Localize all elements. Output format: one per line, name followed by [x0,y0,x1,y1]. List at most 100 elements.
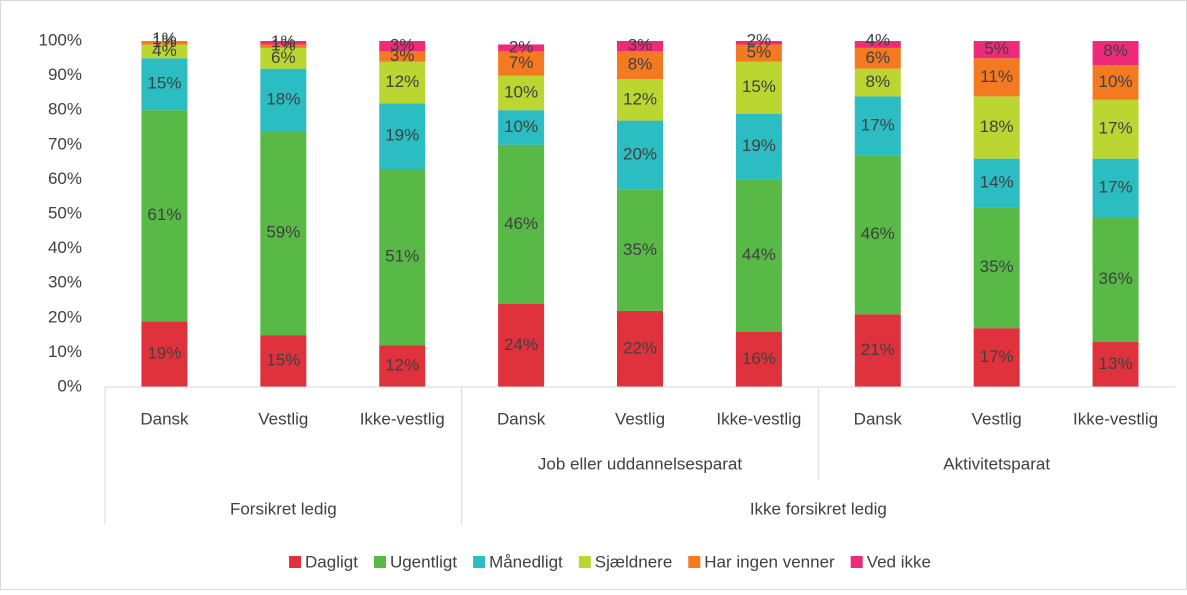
data-label: 5% [984,39,1009,58]
bar-segment [498,144,545,304]
data-label: 36% [1099,269,1133,288]
bar-segment [260,130,307,336]
legend-swatch [850,556,863,568]
bar-segment [973,328,1020,387]
data-label: 2% [747,30,772,49]
legend-swatch [289,556,302,568]
group-label: Forsikret ledig [230,499,337,518]
data-label: 17% [1099,119,1133,138]
bar-segment [141,44,188,59]
data-label: 8% [1103,41,1128,60]
data-label: 1% [152,32,177,51]
y-tick-label: 60% [48,169,82,188]
data-label: 19% [147,344,181,363]
legend-label: Har ingen venner [704,552,835,571]
bar-segment [260,68,307,131]
bars [141,41,1139,387]
bar-segment [973,207,1020,329]
data-label: 12% [385,356,419,375]
x-tick-label: Vestlig [972,409,1022,428]
bar-segment [141,110,188,322]
bar-segment [260,335,307,387]
bar-segment [260,47,307,69]
y-tick-label: 90% [48,65,82,84]
legend-swatch [688,556,701,568]
bar-segment [735,41,782,45]
data-label: 3% [390,46,415,65]
data-label: 61% [147,205,181,224]
bar-segment [973,58,1020,97]
legend-label: Ved ikke [867,552,931,571]
bar-segment [379,169,426,346]
x-tick-label: Ikke-vestlig [716,409,801,428]
bar-segment [498,51,545,76]
subgroup-label: Job eller uddannelsesparat [538,454,742,473]
bar-segment [1092,41,1139,66]
bar-segment [498,75,545,111]
group-label: Ikke forsikret ledig [750,499,887,518]
data-label: 6% [865,48,890,67]
data-label: 17% [980,347,1014,366]
data-label: 15% [742,77,776,96]
x-tick-label: Ikke-vestlig [360,409,445,428]
bar-segment [735,179,782,332]
bar-segment [379,51,426,62]
data-label: 13% [1099,354,1133,373]
legend-swatch [473,556,486,568]
bar-segment [854,47,901,69]
bar-segment [854,155,901,315]
data-label: 35% [623,240,657,259]
bar-segment [1092,217,1139,343]
bar-segment [617,51,663,80]
bar-segment [735,113,782,180]
subgroup-label: Aktivitetsparat [943,454,1050,473]
data-label: 20% [623,145,657,164]
y-tick-label: 80% [48,100,82,119]
data-label: 10% [504,117,538,136]
data-label: 19% [385,126,419,145]
data-label: 46% [861,224,895,243]
data-label: 11% [980,67,1013,86]
data-label: 1% [152,29,177,48]
data-label: 10% [504,82,538,101]
data-label: 17% [1099,178,1133,197]
data-label: 35% [980,257,1014,276]
data-label: 6% [271,48,296,67]
bar-segment [1092,65,1139,100]
legend: Dagligt Ugentligt Månedligt Sjældnere Har in… [289,552,931,571]
x-tick-label: Dansk [497,409,546,428]
y-tick-label: 30% [48,273,82,292]
data-label: 46% [504,214,538,233]
y-tick-label: 20% [48,307,82,326]
data-label: 14% [980,172,1014,191]
data-label: 12% [385,72,419,91]
data-label: 12% [623,89,657,108]
bar-segment [735,44,782,62]
bar-segment [260,41,307,45]
legend-label: Sjældnere [595,552,673,571]
bar-segment [973,158,1020,208]
x-tick-label: Dansk [854,409,903,428]
bar-segment [617,310,663,387]
data-label: 4% [865,30,890,49]
bar-segment [617,120,663,190]
bar-segment [379,103,426,170]
y-tick-label: 50% [48,203,82,222]
bar-segment [141,41,188,45]
bar-segment [1092,342,1139,387]
data-label: 15% [266,351,300,370]
data-label: 44% [742,245,776,264]
bar-segment [1092,99,1139,159]
y-tick-label: 100% [39,30,82,49]
data-label: 21% [861,340,895,359]
data-label: 1% [271,36,296,55]
bar-segment [973,41,1020,59]
data-label: 17% [861,115,895,134]
legend-swatch [578,556,591,568]
data-label: 15% [147,74,181,93]
bar-segment [379,61,426,104]
legend-label: Ugentligt [390,552,457,571]
bar-segment [735,331,782,387]
data-label: 19% [742,136,776,155]
